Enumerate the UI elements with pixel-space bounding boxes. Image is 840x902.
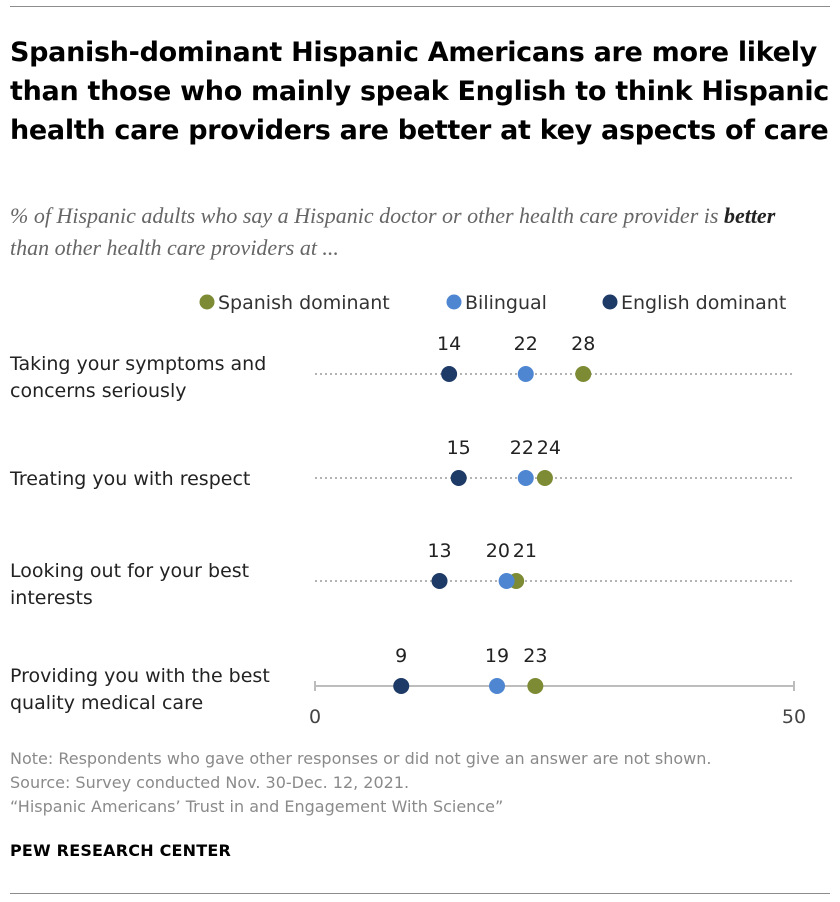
data-point-3-2	[393, 678, 410, 694]
report-title: “Hispanic Americans’ Trust in and Engage…	[10, 797, 504, 816]
data-point-3-0	[527, 678, 544, 694]
category-label-2: Looking out for your best interests	[10, 560, 249, 609]
data-point-3-1	[489, 678, 506, 694]
chart-row-2: Looking out for your best interests 13 20 21	[10, 540, 794, 609]
x-tick-label-1: 50	[782, 706, 806, 728]
legend-marker-0	[199, 294, 215, 310]
data-point-0-1	[517, 366, 534, 382]
top-rule	[10, 6, 830, 7]
chart-row-3: Providing you with the best quality medic…	[10, 645, 795, 714]
category-label-1: Treating you with respect	[9, 468, 250, 490]
value-label-2-0: 21	[513, 540, 537, 562]
subtitle-text-start: % of Hispanic adults who say a Hispanic …	[10, 203, 724, 228]
data-point-1-2	[450, 470, 467, 486]
legend-marker-2	[602, 294, 618, 310]
x-tick-label-0: 0	[309, 706, 321, 728]
chart-title: Spanish-dominant Hispanic Americans are …	[10, 37, 829, 146]
data-point-1-1	[517, 470, 534, 486]
category-label-3: Providing you with the best quality medic…	[10, 665, 270, 714]
subtitle-emphasis: better	[723, 203, 776, 228]
value-label-0-0: 28	[571, 333, 595, 355]
value-label-3-1: 19	[485, 645, 509, 667]
category-label-0: Taking your symptoms and concerns serious…	[9, 353, 266, 402]
value-label-1-0: 24	[537, 437, 561, 459]
x-axis: 0 50	[309, 706, 806, 728]
source-text: Source: Survey conducted Nov. 30-Dec. 12…	[10, 773, 410, 792]
data-point-1-0	[536, 470, 553, 486]
bottom-rule	[10, 893, 830, 894]
brand-logo-text: PEW RESEARCH CENTER	[10, 841, 232, 860]
footnotes: Note: Respondents who gave other respons…	[10, 747, 830, 819]
legend-label-0: Spanish dominant	[218, 292, 390, 314]
value-label-3-0: 23	[523, 645, 547, 667]
subtitle-text-end: than other health care providers at ...	[10, 235, 339, 260]
data-point-2-1	[498, 573, 515, 589]
chart-row-1: Treating you with respect 15 22 24	[9, 437, 794, 490]
value-label-0-2: 14	[437, 333, 461, 355]
data-point-0-0	[575, 366, 592, 382]
legend-marker-1	[446, 294, 462, 310]
chart-subtitle: % of Hispanic adults who say a Hispanic …	[10, 200, 810, 264]
value-label-0-1: 22	[514, 333, 538, 355]
legend-label-1: Bilingual	[465, 292, 547, 314]
data-point-2-2	[431, 573, 448, 589]
value-label-1-1: 22	[510, 437, 534, 459]
value-label-2-1: 20	[486, 540, 510, 562]
value-label-3-2: 9	[395, 645, 407, 667]
value-label-1-2: 15	[447, 437, 471, 459]
legend: Spanish dominant Bilingual English dominan…	[199, 292, 786, 314]
chart-rows: Taking your symptoms and concerns serious…	[9, 333, 795, 714]
data-point-0-2	[441, 366, 458, 382]
dot-plot-chart: Spanish dominant Bilingual English dominan…	[9, 292, 806, 728]
value-label-2-2: 13	[427, 540, 451, 562]
chart-row-0: Taking your symptoms and concerns serious…	[9, 333, 794, 402]
note-text: Note: Respondents who gave other respons…	[10, 749, 712, 768]
legend-label-2: English dominant	[621, 292, 786, 314]
